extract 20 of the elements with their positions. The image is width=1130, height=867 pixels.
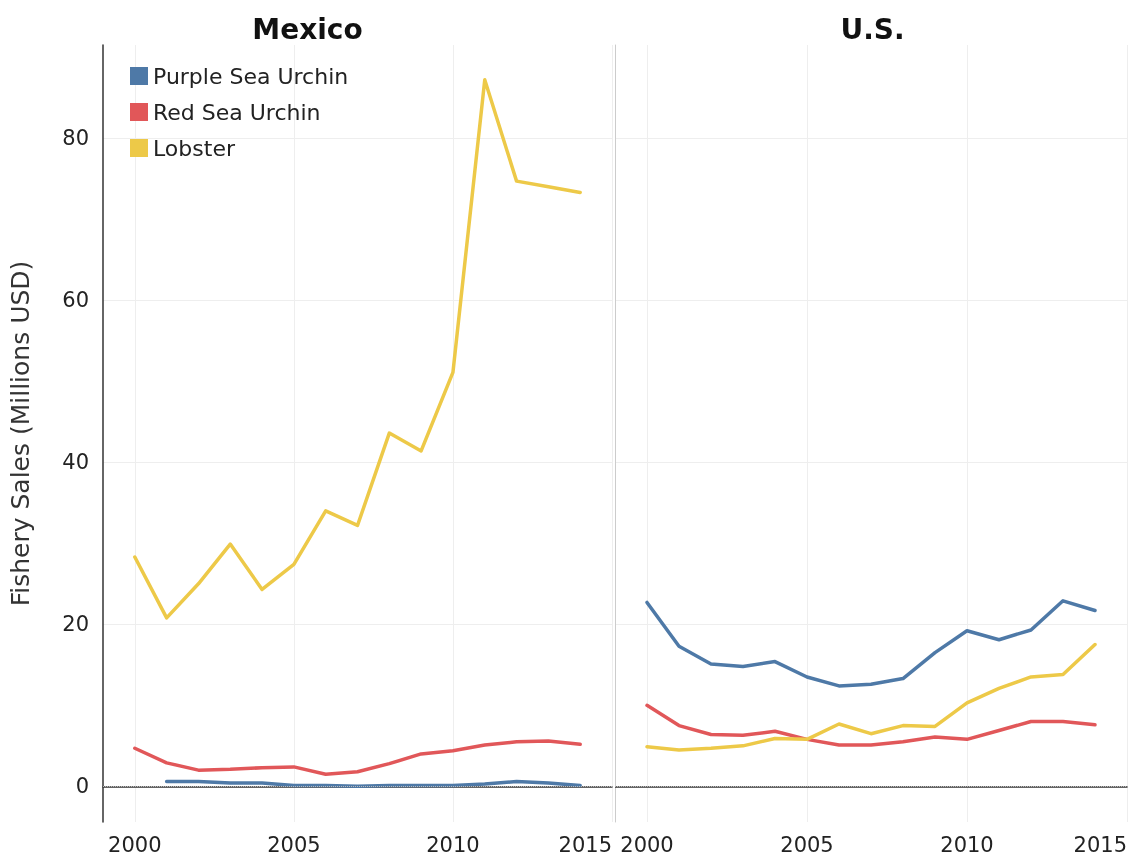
x-tick-label: 2010: [426, 832, 480, 857]
legend-label: Lobster: [153, 135, 236, 161]
y-axis-title: Fishery Sales (Millions USD): [6, 260, 35, 607]
y-tick-label: 0: [75, 774, 89, 799]
x-tick-label: 2015: [558, 832, 612, 857]
y-tick-label: 60: [62, 288, 89, 313]
x-tick-label: 2005: [780, 832, 834, 857]
chart-title: U.S.: [840, 12, 905, 46]
x-tick-label: 2010: [940, 832, 994, 857]
y-tick-label: 20: [62, 612, 89, 637]
x-tick-label: 2005: [267, 832, 321, 857]
line-series: [133, 739, 582, 776]
legend-label: Red Sea Urchin: [153, 99, 321, 125]
x-tick-label: 2000: [620, 832, 674, 857]
x-tick-label: 2000: [108, 832, 162, 857]
y-tick-label: 40: [62, 450, 89, 475]
x-tick-label: 2015: [1073, 832, 1127, 857]
y-tick-label: 80: [62, 126, 89, 151]
legend-label: Purple Sea Urchin: [153, 63, 349, 89]
chart-title: Mexico: [252, 12, 363, 46]
